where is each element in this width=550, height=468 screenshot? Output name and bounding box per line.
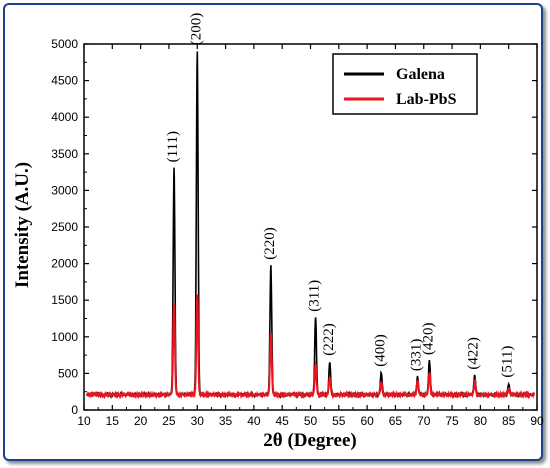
x-tick-label: 75	[445, 414, 459, 428]
axes-layer: 10 15 20 25 30 35 40 45 50 55 60 65 70 75 80 85 90 0 500 10…	[51, 37, 544, 428]
peak-label: (311)	[307, 280, 323, 312]
peak-label: (111)	[165, 131, 181, 162]
y-tick-label: 5000	[51, 37, 78, 51]
x-tick-label: 30	[191, 414, 205, 428]
x-tick-label: 60	[360, 414, 374, 428]
y-tick-label: 1000	[51, 330, 78, 344]
x-tick-label: 55	[332, 414, 346, 428]
y-tick-label: 3500	[51, 147, 78, 161]
peak-label: (331)	[409, 339, 425, 372]
x-tick-label: 90	[530, 414, 544, 428]
y-axis-title: Intensity (A.U.)	[12, 162, 33, 288]
peak-label: (422)	[466, 337, 482, 370]
x-tick-label: 40	[247, 414, 261, 428]
legend-label-galena: Galena	[396, 66, 445, 83]
y-tick-label: 2000	[51, 257, 78, 271]
x-tick-label: 10	[77, 414, 91, 428]
peak-label: (420)	[420, 323, 436, 356]
y-tick-label: 4500	[51, 74, 78, 88]
x-tick-label: 25	[162, 414, 176, 428]
x-tick-label: 45	[276, 414, 290, 428]
peak-label-layer: (111) (200) (220) (311) (222) (400) (331)(420)…	[165, 13, 516, 378]
peak-label: (222)	[321, 323, 337, 356]
x-tick-label: 20	[134, 414, 148, 428]
x-tick-label: 85	[502, 414, 516, 428]
x-tick-label: 50	[304, 414, 318, 428]
y-tick-label: 3000	[51, 183, 78, 197]
peak-label: (511)	[500, 346, 516, 378]
x-axis-title: 2θ (Degree)	[263, 430, 356, 451]
series-layer	[85, 51, 536, 400]
peak-label: (200)	[188, 13, 204, 46]
series-line-lab-pbs	[85, 294, 536, 400]
x-tick-label: 15	[106, 414, 120, 428]
x-tick-label: 65	[389, 414, 403, 428]
y-tick-label: 500	[58, 366, 78, 380]
x-tick-label: 35	[219, 414, 233, 428]
y-tick-label: 4000	[51, 110, 78, 124]
peak-label: (220)	[262, 227, 278, 260]
x-tick-label: 80	[474, 414, 488, 428]
y-tick-label: 1500	[51, 293, 78, 307]
x-tick-label: 70	[417, 414, 431, 428]
legend-box	[332, 53, 478, 115]
legend-label-lab-pbs: Lab-PbS	[396, 91, 457, 108]
y-tick-label: 0	[71, 403, 78, 417]
peak-label: (400)	[372, 334, 388, 367]
legend: Galena Lab-PbS	[332, 53, 478, 115]
y-tick-label: 2500	[51, 220, 78, 234]
